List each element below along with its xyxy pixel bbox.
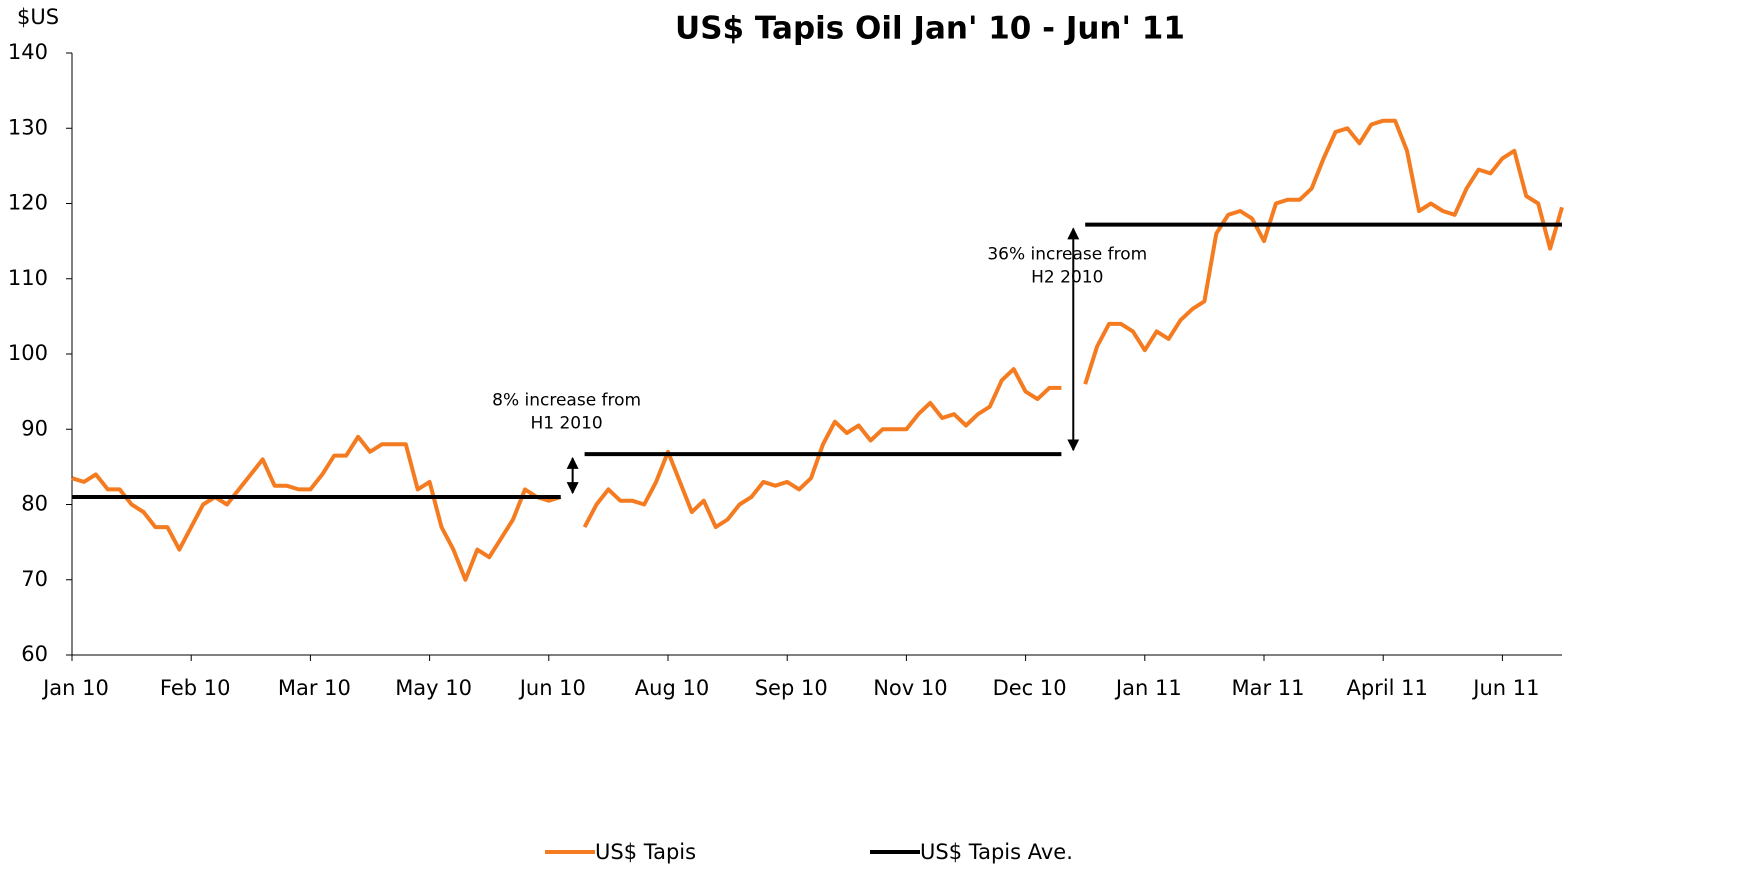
x-tick-label: Mar 11	[1231, 676, 1304, 700]
y-tick-label: 70	[21, 567, 48, 591]
legend-label: US$ Tapis Ave.	[920, 840, 1073, 864]
y-tick-label: 80	[21, 492, 48, 516]
y-tick-label: 110	[8, 266, 48, 290]
legend-label: US$ Tapis	[595, 840, 696, 864]
x-tick-label: Feb 10	[160, 676, 231, 700]
chart-title: US$ Tapis Oil Jan' 10 - Jun' 11	[675, 11, 1185, 47]
y-tick-label: 140	[8, 40, 48, 64]
x-tick-label: Aug 10	[635, 676, 709, 700]
x-tick-label: Jun 11	[1471, 676, 1539, 700]
y-tick-label: 100	[8, 341, 48, 365]
x-tick-label: Dec 10	[993, 676, 1067, 700]
x-tick-label: Jun 10	[518, 676, 586, 700]
y-tick-label: 60	[21, 642, 48, 666]
y-tick-label: 130	[8, 115, 48, 139]
x-tick-label: May 10	[395, 676, 472, 700]
x-tick-label: Nov 10	[873, 676, 947, 700]
x-tick-label: Sep 10	[755, 676, 828, 700]
series-line	[72, 222, 1562, 499]
annotation: H1 2010	[530, 414, 602, 434]
x-tick-label: April 11	[1346, 676, 1427, 700]
annotation: H2 2010	[1031, 268, 1103, 288]
y-tick-label: 90	[21, 416, 48, 440]
y-axis-label: $US	[17, 5, 59, 29]
annotation: 8% increase from	[492, 391, 641, 411]
y-tick-label: 120	[8, 191, 48, 215]
annotation: 36% increase from	[987, 245, 1147, 265]
series-line	[71, 118, 1564, 582]
x-tick-label: Jan 11	[1114, 676, 1182, 700]
x-tick-label: Mar 10	[278, 676, 351, 700]
x-tick-label: Jan 10	[41, 676, 109, 700]
